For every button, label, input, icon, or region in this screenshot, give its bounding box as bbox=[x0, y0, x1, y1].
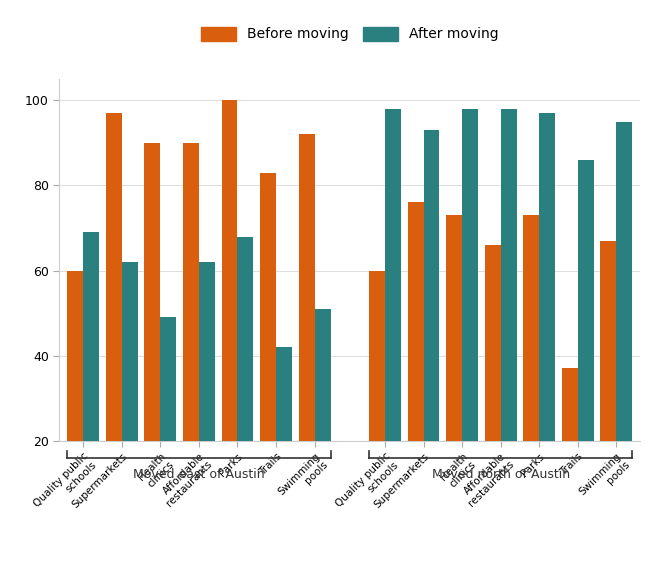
Bar bbox=[485, 245, 501, 526]
Bar bbox=[106, 113, 122, 526]
Bar bbox=[616, 121, 632, 526]
Bar bbox=[276, 347, 292, 526]
Bar bbox=[122, 262, 138, 526]
Bar bbox=[523, 215, 539, 526]
Bar bbox=[562, 368, 578, 526]
Bar bbox=[578, 160, 594, 526]
Bar bbox=[83, 232, 99, 526]
Legend: Before moving, After moving: Before moving, After moving bbox=[196, 21, 504, 47]
Bar bbox=[222, 101, 238, 526]
Bar bbox=[238, 237, 253, 526]
Bar bbox=[315, 309, 331, 526]
Bar bbox=[199, 262, 214, 526]
Bar bbox=[299, 134, 315, 526]
Bar bbox=[539, 113, 555, 526]
Bar bbox=[408, 202, 424, 526]
Bar bbox=[145, 143, 160, 526]
Bar bbox=[260, 173, 276, 526]
Bar bbox=[462, 109, 478, 526]
Bar bbox=[424, 130, 440, 526]
Text: Moved north of Austin: Moved north of Austin bbox=[432, 468, 570, 481]
Bar bbox=[601, 241, 616, 526]
Bar bbox=[67, 271, 83, 526]
Text: Moved east of Austin: Moved east of Austin bbox=[133, 468, 265, 481]
Bar bbox=[446, 215, 462, 526]
Bar bbox=[160, 318, 176, 526]
Bar bbox=[183, 143, 199, 526]
Bar bbox=[369, 271, 385, 526]
Bar bbox=[385, 109, 401, 526]
Bar bbox=[501, 109, 517, 526]
Text: Good access to various amenities, before moving vs. after moving: Good access to various amenities, before… bbox=[8, 18, 608, 33]
